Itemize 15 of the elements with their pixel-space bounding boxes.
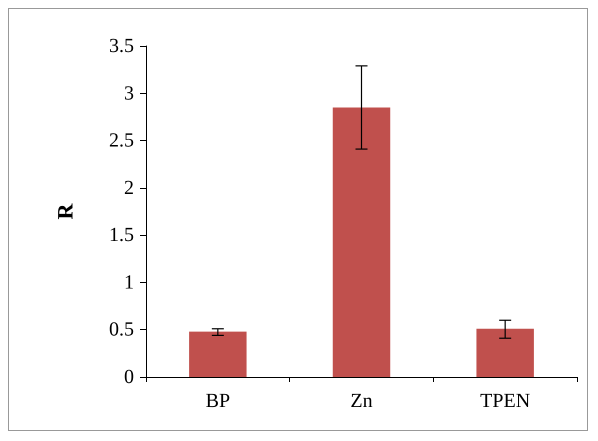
y-tick-label: 2	[124, 176, 134, 199]
y-axis-title: R	[52, 202, 78, 220]
bar	[189, 332, 247, 377]
y-tick-label: 0	[124, 366, 134, 388]
bar	[332, 107, 390, 377]
bar	[476, 328, 534, 377]
y-tick-label: 3	[124, 82, 134, 104]
y-tick-label: 1	[124, 271, 134, 294]
y-tick-label: 2.5	[109, 130, 134, 152]
y-tick-label: 1.5	[109, 224, 134, 246]
x-tick-label: TPEN	[480, 390, 530, 412]
x-tick-label: BP	[206, 390, 230, 412]
y-tick-label: 0.5	[109, 318, 134, 341]
x-tick-label: Zn	[350, 390, 373, 412]
y-tick-label: 3.5	[109, 35, 134, 57]
